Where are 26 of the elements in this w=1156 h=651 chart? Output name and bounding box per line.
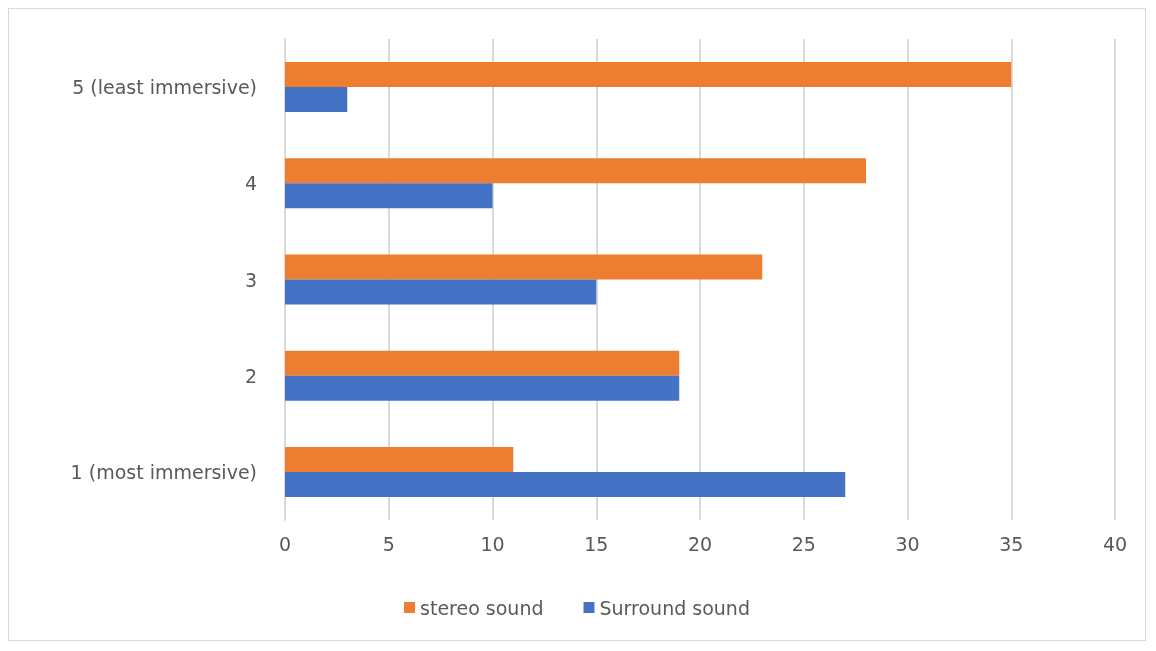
y-tick-label: 4 (244, 172, 257, 195)
legend-label: stereo sound (420, 596, 544, 619)
bar (285, 62, 1012, 88)
y-tick-label: 1 (most immersive) (70, 460, 257, 483)
bar (285, 446, 514, 472)
y-tick-label: 3 (244, 268, 257, 291)
x-tick-label: 0 (278, 532, 292, 555)
bar (285, 158, 866, 184)
bar (285, 350, 680, 376)
y-tick-label: 2 (244, 364, 257, 387)
bar (285, 375, 680, 401)
bar (285, 87, 348, 113)
x-tick-label: 10 (480, 532, 505, 555)
y-tick-label: 5 (least immersive) (72, 76, 257, 99)
x-tick-label: 40 (1102, 532, 1128, 555)
x-tick-label: 15 (584, 532, 609, 555)
x-tick-label: 35 (999, 532, 1024, 555)
x-tick-label: 25 (791, 532, 816, 555)
bar (285, 279, 597, 305)
legend-label: Surround sound (599, 596, 750, 619)
x-tick-label: 20 (687, 532, 713, 555)
x-tick-label: 30 (895, 532, 920, 555)
bar (285, 183, 493, 209)
bar (285, 254, 763, 280)
bar (285, 471, 846, 497)
x-tick-label: 5 (382, 532, 395, 555)
